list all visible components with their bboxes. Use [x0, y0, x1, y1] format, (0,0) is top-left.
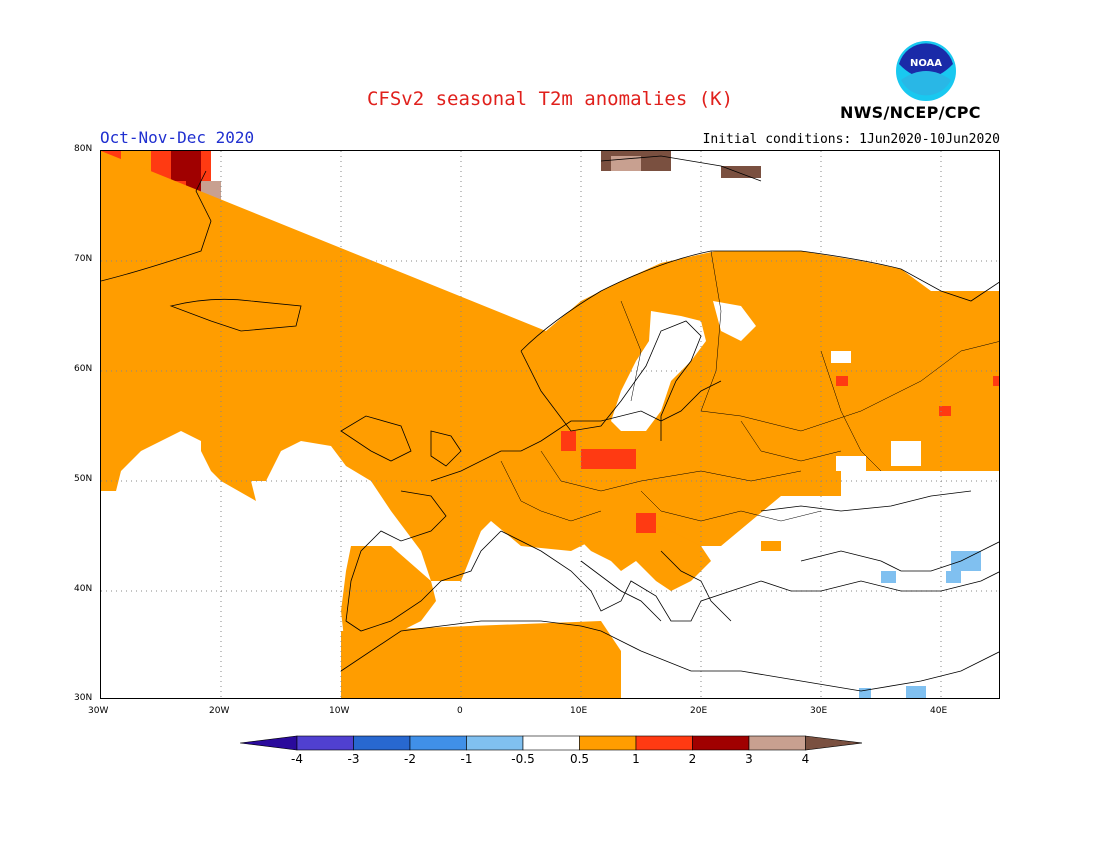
agency-label: NWS/NCEP/CPC	[840, 103, 981, 122]
lon-label-40e: 40E	[930, 706, 948, 716]
colorbar-box	[635, 735, 693, 751]
colorbar-end-high	[805, 735, 862, 751]
colorbar-tick-label: 0.5	[569, 752, 590, 766]
map-title: CFSv2 seasonal T2m anomalies (K)	[366, 88, 734, 110]
colorbar-box	[748, 735, 806, 751]
cool-anomaly	[859, 551, 981, 698]
lon-label-20e: 20E	[690, 706, 708, 716]
map-canvas	[101, 151, 999, 698]
svalbard-anomaly	[601, 151, 761, 178]
colorbar-box	[296, 735, 354, 751]
lon-label-0: 0	[457, 706, 463, 716]
iberia-africa-warm-anomaly	[341, 546, 621, 698]
forecast-period: Oct-Nov-Dec 2020	[100, 128, 255, 147]
lat-label-50n: 50N	[74, 474, 93, 484]
lat-label-30n: 30N	[74, 693, 93, 703]
colorbar-tick-label: -2	[404, 752, 416, 766]
colorbar-tick-label: 3	[745, 752, 753, 766]
lat-label-80n: 80N	[74, 144, 93, 154]
lon-label-30e: 30E	[810, 706, 828, 716]
colorbar-tick-label: 4	[801, 752, 810, 766]
colorbar-tick-label: -0.5	[511, 752, 535, 766]
anomaly-map	[100, 150, 1000, 699]
lon-label-10w: 10W	[329, 706, 350, 716]
colorbar-box	[466, 735, 524, 751]
colorbar-tick-label: -3	[347, 752, 360, 766]
noaa-logo: NOAA	[896, 41, 956, 101]
colorbar-tick-label: 2	[688, 752, 697, 766]
initial-conditions: Initial conditions: 1Jun2020-10Jun2020	[702, 132, 1000, 147]
logo-text: NOAA	[910, 58, 942, 69]
north-white-patches	[611, 301, 999, 501]
colorbar-box	[579, 735, 637, 751]
colorbar-tick-label: 1	[632, 752, 640, 766]
lat-label-40n: 40N	[74, 584, 93, 594]
colorbar-end-low	[240, 735, 298, 751]
lat-label-60n: 60N	[74, 364, 93, 374]
colorbar-box	[692, 735, 750, 751]
lon-label-20w: 20W	[209, 706, 230, 716]
borders	[500, 250, 999, 522]
colorbar	[240, 735, 862, 751]
colorbar-tick-label: -1	[460, 752, 473, 766]
colorbar-box	[409, 735, 467, 751]
lon-label-10e: 10E	[570, 706, 588, 716]
lat-label-70n: 70N	[74, 254, 93, 264]
hotspots	[561, 376, 999, 533]
lon-label-30w: 30W	[88, 706, 109, 716]
europe-warm-anomaly	[101, 151, 999, 581]
colorbar-tick-label: -4	[291, 752, 303, 766]
gridlines	[101, 151, 999, 698]
colorbar-boxes	[240, 735, 862, 751]
colorbar-box	[522, 735, 580, 751]
coastlines	[101, 155, 999, 692]
colorbar-box	[353, 735, 411, 751]
balkan-warm-anomaly	[571, 526, 781, 591]
